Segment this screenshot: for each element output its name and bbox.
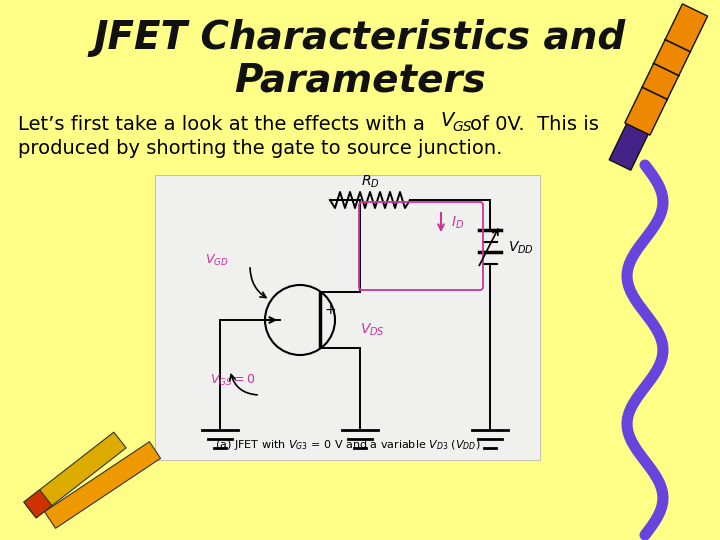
Polygon shape [625,4,708,135]
Text: GS: GS [452,120,472,134]
Text: $V_{DS}$: $V_{DS}$ [360,322,385,338]
Text: +: + [325,303,337,317]
Text: $V_{GD}$: $V_{GD}$ [205,252,229,267]
Text: Parameters: Parameters [234,61,486,99]
Text: Let’s first take a look at the effects with a: Let’s first take a look at the effects w… [18,114,431,133]
Polygon shape [609,124,648,170]
Text: $V_{DD}$: $V_{DD}$ [508,240,534,256]
Polygon shape [27,505,34,515]
Text: $R_D$: $R_D$ [361,174,379,190]
Text: $V_{GS} = 0$: $V_{GS} = 0$ [210,373,256,388]
Text: produced by shorting the gate to source junction.: produced by shorting the gate to source … [18,138,503,158]
Text: V: V [440,111,454,131]
Bar [155,175,540,460]
Text: $I_D$: $I_D$ [451,215,464,231]
Polygon shape [24,432,126,518]
Polygon shape [45,442,161,528]
Text: of 0V.  This is: of 0V. This is [470,114,599,133]
Text: (a) JFET with $V_{G3}$ = 0 V and a variable $V_{D3}$ ($V_{DD}$): (a) JFET with $V_{G3}$ = 0 V and a varia… [215,438,480,452]
Text: JFET Characteristics and: JFET Characteristics and [94,19,626,57]
Polygon shape [24,490,52,518]
